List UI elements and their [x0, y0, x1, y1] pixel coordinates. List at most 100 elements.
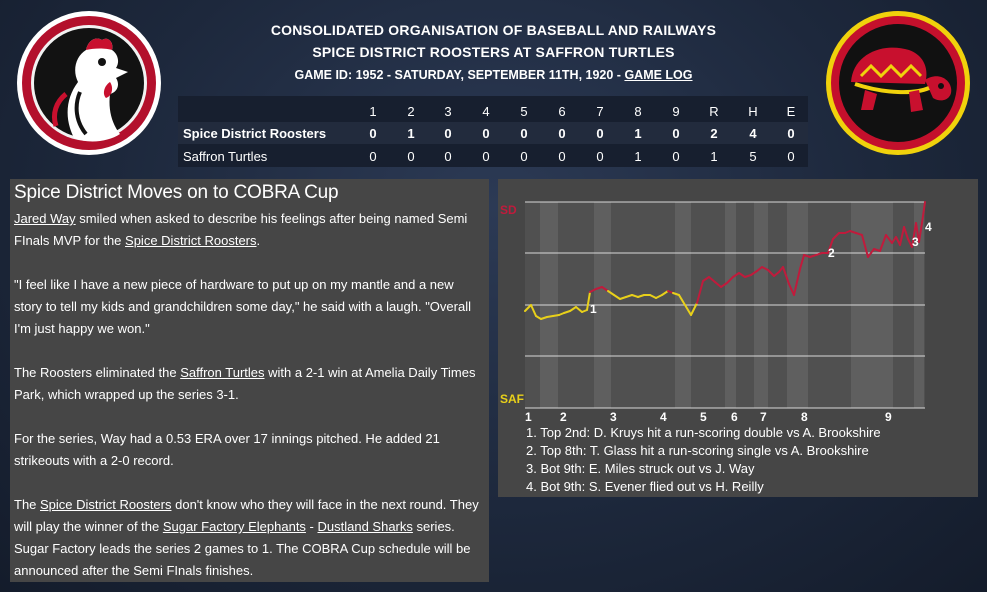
- event-marker: 1: [590, 302, 597, 316]
- win-probability-segment: [702, 276, 710, 282]
- score-cell: 0: [520, 126, 528, 141]
- win-probability-chart: SD SAF 1 2 3 4 1 2 3 4 5 6 7 8 9: [500, 201, 932, 424]
- inning-label: 2: [560, 410, 567, 424]
- win-probability-segment: [524, 304, 532, 312]
- inning-label: 1: [525, 410, 532, 424]
- team-link-sharks[interactable]: Dustland Sharks: [317, 519, 413, 534]
- news-article: Spice District Moves on to COBRA Cup Jar…: [10, 179, 489, 582]
- score-cell: 0: [369, 126, 377, 141]
- win-probability-panel: SD SAF 1 2 3 4 1 2 3 4 5 6 7 8 9 1. Top …: [498, 179, 978, 497]
- win-probability-segment: [637, 294, 645, 298]
- win-probability-segment: [720, 282, 728, 288]
- win-probability-segment: [678, 294, 686, 306]
- event-item: 2. Top 8th: T. Glass hit a run-scoring s…: [526, 443, 869, 458]
- team-name-turtles[interactable]: Saffron Turtles: [183, 149, 268, 164]
- win-probability-segment: [649, 294, 657, 299]
- win-probability-segment: [921, 201, 926, 224]
- win-probability-segment: [575, 306, 583, 313]
- win-probability-segment: [761, 266, 769, 271]
- inning-label: 4: [660, 410, 667, 424]
- inning-label: 6: [731, 410, 738, 424]
- inning-label: 5: [700, 410, 707, 424]
- inning-label: 9: [885, 410, 892, 424]
- linescore-header-cell: 6: [558, 104, 566, 119]
- errors-cell: 0: [787, 149, 795, 164]
- matchup-title: SPICE DISTRICT ROOSTERS AT SAFFRON TURTL…: [312, 44, 675, 60]
- team-link-roosters[interactable]: Spice District Roosters: [125, 233, 257, 248]
- linescore-header-cell: 3: [444, 104, 452, 119]
- win-probability-segment: [832, 232, 840, 240]
- win-probability-segment: [903, 226, 909, 240]
- event-marker: 4: [925, 220, 932, 234]
- linescore-header-cell: 7: [596, 104, 604, 119]
- article-text: The: [14, 497, 41, 512]
- win-probability-segment: [793, 268, 801, 296]
- score-cell: 0: [520, 149, 528, 164]
- article-text: -: [305, 519, 318, 534]
- win-probability-segment: [827, 238, 834, 254]
- article-text: series. Sugar Factory leads the series 2…: [14, 519, 471, 578]
- score-cell: 1: [634, 126, 642, 141]
- score-cell: 0: [444, 149, 452, 164]
- score-cell: 0: [482, 126, 490, 141]
- linescore-header-cell: 9: [672, 104, 680, 119]
- linescore-header-cell: H: [748, 104, 758, 119]
- team-link-elephants[interactable]: Sugar Factory Elephants: [162, 519, 306, 534]
- game-log-link[interactable]: GAME LOG: [624, 68, 693, 82]
- article-paragraph: Jared Way smiled when asked to describe …: [14, 208, 485, 252]
- event-item: 1. Top 2nd: D. Kruys hit a run-scoring d…: [526, 425, 881, 440]
- errors-cell: 0: [787, 126, 795, 141]
- win-probability-segment: [756, 266, 763, 272]
- win-probability-segment: [631, 294, 639, 298]
- linescore-header-cell: 8: [634, 104, 642, 119]
- event-marker: 2: [828, 246, 835, 260]
- team-name-roosters[interactable]: Spice District Roosters: [183, 126, 327, 141]
- win-probability-segment: [726, 276, 734, 284]
- game-header: CONSOLIDATED ORGANISATION OF BASEBALL AN…: [170, 22, 817, 82]
- team-link-roosters[interactable]: Spice District Roosters: [40, 497, 172, 512]
- win-probability-segment: [530, 304, 537, 317]
- team-link-turtles[interactable]: Saffron Turtles: [180, 365, 265, 380]
- linescore-row-roosters: Spice District Roosters 0 1 0 0 0 0 0 1 …: [178, 122, 808, 144]
- win-probability-segment: [569, 306, 577, 312]
- runs-cell: 2: [710, 126, 718, 141]
- win-probability-segment: [861, 234, 869, 258]
- win-probability-segment: [799, 254, 805, 270]
- linescore-header-cell: 5: [520, 104, 528, 119]
- linescore-header-cell: 1: [369, 104, 377, 119]
- win-probability-segment: [586, 291, 591, 311]
- win-probability-segment: [879, 234, 887, 252]
- hits-cell: 4: [749, 126, 757, 141]
- linescore-header-row: 1 2 3 4 5 6 7 8 9 R H E: [178, 100, 808, 122]
- score-cell: 0: [672, 126, 680, 141]
- hits-cell: 5: [749, 149, 757, 164]
- win-probability-segment: [773, 271, 780, 277]
- win-probability-segment: [782, 266, 790, 285]
- score-cell: 0: [558, 126, 566, 141]
- article-text: The Roosters eliminated the: [14, 365, 181, 380]
- score-cell: 1: [634, 149, 642, 164]
- win-probability-segment: [696, 280, 704, 304]
- win-probability-segment: [899, 226, 905, 246]
- win-probability-segment: [767, 269, 775, 277]
- linescore-header-cell: E: [786, 104, 796, 119]
- linescore-header-cell: 2: [407, 104, 415, 119]
- player-link-jared-way[interactable]: Jared Way: [14, 211, 76, 226]
- win-probability-segment: [540, 316, 548, 320]
- win-probability-segment: [744, 274, 752, 278]
- score-cell: 0: [558, 149, 566, 164]
- game-info: GAME ID: 1952 - SATURDAY, SEPTEMBER 11TH…: [170, 68, 817, 82]
- win-probability-segment: [714, 281, 722, 288]
- article-paragraph: "I feel like I have a new piece of hardw…: [14, 277, 471, 336]
- win-probability-segment: [788, 283, 795, 296]
- score-cell: 0: [482, 149, 490, 164]
- article-paragraph: For the series, Way had a 0.53 ERA over …: [14, 431, 440, 468]
- win-probability-segment: [891, 236, 897, 244]
- score-cell: 0: [444, 126, 452, 141]
- article-text: with a 2-1 win at Amelia Daily Times Par…: [14, 365, 476, 402]
- win-probability-segment: [607, 290, 615, 296]
- inning-label: 3: [610, 410, 617, 424]
- win-probability-segment: [732, 272, 740, 278]
- runs-cell: 1: [710, 149, 718, 164]
- event-item: 3. Bot 9th: E. Miles struck out vs J. Wa…: [526, 461, 755, 476]
